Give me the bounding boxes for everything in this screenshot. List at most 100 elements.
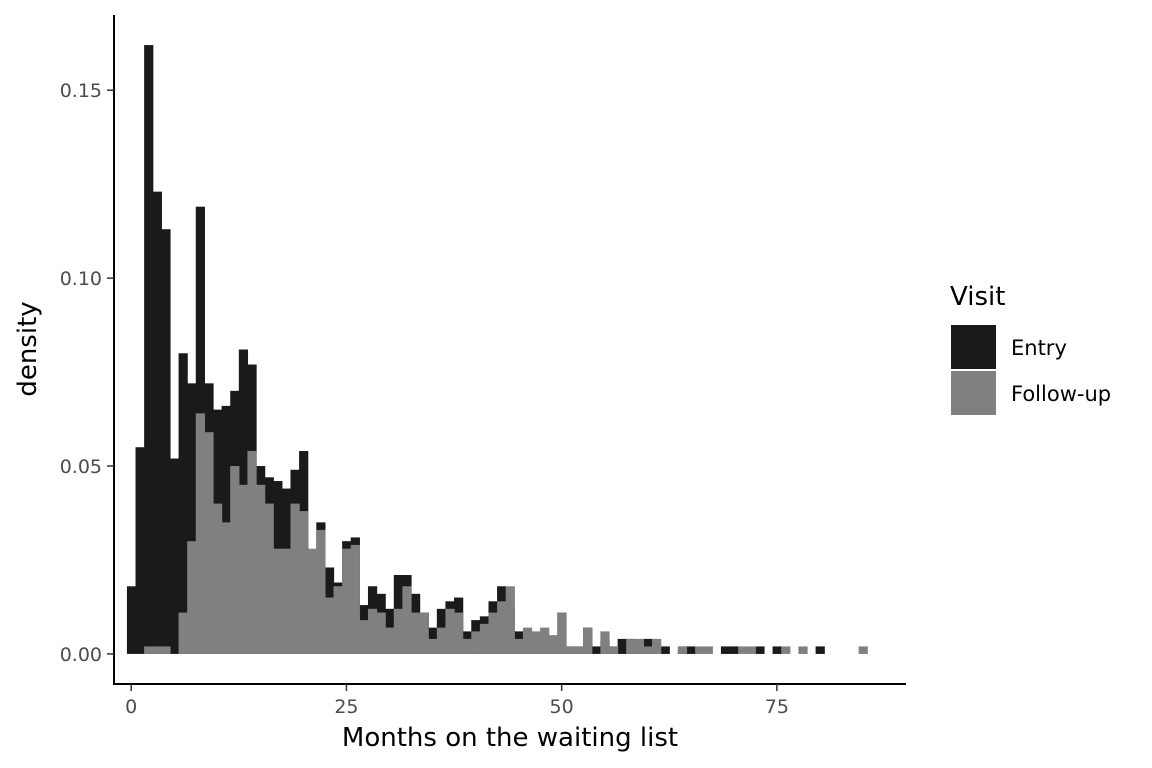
histogram-bar-follow-up	[152, 646, 162, 654]
histogram-bar-follow-up	[161, 646, 171, 654]
histogram-bar-entry	[772, 646, 782, 654]
histogram-bar-entry	[660, 646, 670, 654]
histogram-bar-follow-up	[652, 638, 662, 654]
histogram-bar-entry	[617, 638, 627, 654]
histogram-bar-follow-up	[221, 522, 231, 654]
histogram-bar-follow-up	[557, 612, 567, 654]
histogram-bar-entry	[144, 45, 154, 654]
histogram-bar-follow-up	[781, 646, 791, 654]
y-tick-label: 0.10	[60, 268, 102, 290]
histogram-bar-entry	[686, 646, 696, 654]
histogram-bar-follow-up	[514, 638, 524, 654]
histogram-bar-follow-up	[462, 638, 472, 654]
histogram-bar-follow-up	[548, 635, 558, 654]
histogram-bar-follow-up	[393, 608, 403, 654]
histogram-bar-follow-up	[634, 638, 645, 654]
histogram-bar-follow-up	[626, 638, 636, 654]
histogram-bar-follow-up	[238, 484, 249, 654]
histogram-bar-entry	[126, 586, 137, 654]
y-axis-ticks: 0.00 0.05 0.10 0.15	[60, 80, 114, 666]
histogram-bar-follow-up	[273, 548, 283, 654]
histogram-bar-follow-up	[350, 544, 360, 654]
histogram-bar-follow-up	[746, 646, 756, 654]
x-axis-title: Months on the waiting list	[342, 723, 678, 753]
histogram-bar-follow-up	[247, 450, 257, 654]
histogram-bar-follow-up	[281, 548, 292, 654]
histogram-bar-entry	[169, 458, 180, 654]
legend-label-entry: Entry	[1011, 336, 1067, 360]
y-tick-label: 0.15	[60, 80, 102, 102]
histogram-bar-follow-up	[436, 627, 447, 654]
histogram-bar-follow-up	[738, 646, 748, 654]
legend-swatch-follow-up	[951, 371, 996, 415]
histogram-bar-entry	[729, 646, 739, 654]
histogram-bar-follow-up	[445, 608, 455, 654]
legend-label-follow-up: Follow-up	[1011, 382, 1111, 406]
histogram-bar-follow-up	[643, 646, 653, 654]
histogram-bar-follow-up	[798, 646, 808, 654]
legend-swatch-entry	[951, 325, 996, 369]
histogram-bar-follow-up	[376, 612, 386, 654]
y-tick-label: 0.00	[60, 644, 102, 666]
histogram-bar-entry	[643, 638, 653, 654]
histogram-bar-follow-up	[488, 612, 498, 654]
histogram-bar-follow-up	[565, 646, 576, 654]
histogram-bar-follow-up	[264, 503, 274, 654]
y-tick-label: 0.05	[60, 456, 102, 478]
histogram-bar-follow-up	[471, 631, 481, 654]
histogram-bar-follow-up	[574, 646, 584, 654]
histogram-bar-follow-up	[342, 548, 352, 654]
histogram-bar-follow-up	[703, 646, 713, 654]
histogram-bar-follow-up	[195, 413, 205, 654]
histogram-bar-follow-up	[333, 586, 343, 654]
histogram-bar-entry	[591, 646, 601, 654]
histogram-bar-follow-up	[677, 646, 688, 654]
histogram-bar-follow-up	[419, 612, 429, 654]
x-tick-label: 75	[765, 696, 789, 718]
x-tick-label: 0	[125, 696, 137, 718]
histogram-bar-follow-up	[367, 608, 378, 654]
x-tick-label: 50	[550, 696, 574, 718]
histogram-bar-follow-up	[299, 511, 309, 654]
histogram-bar-follow-up	[144, 646, 154, 654]
histogram-bar-follow-up	[522, 627, 533, 654]
histogram-bar-follow-up	[178, 612, 188, 654]
histogram-bar-entry	[187, 383, 197, 654]
histogram-bar-follow-up	[359, 620, 369, 654]
histogram-bar-follow-up	[454, 612, 464, 654]
histogram-bar-entry	[720, 646, 731, 654]
series-follow-up	[144, 413, 868, 654]
histogram-bar-follow-up	[187, 541, 197, 654]
histogram-bar-follow-up	[402, 586, 412, 654]
histogram-bar-follow-up	[213, 503, 223, 654]
x-tick-label: 25	[334, 696, 358, 718]
histogram-bar-entry	[178, 353, 188, 654]
legend: Visit Entry Follow-up	[950, 282, 1111, 415]
histogram-bar-follow-up	[256, 484, 266, 654]
histogram-bar-follow-up	[695, 646, 705, 654]
histogram-bar-follow-up	[540, 627, 550, 654]
histogram-bar-entry	[815, 646, 825, 654]
histogram-bar-entry	[161, 229, 171, 654]
histogram-bar-follow-up	[316, 529, 326, 654]
histogram-bar-follow-up	[505, 586, 515, 654]
legend-title: Visit	[950, 282, 1005, 312]
histogram-bar-follow-up	[583, 627, 593, 654]
histogram-bar-entry	[152, 191, 162, 654]
histogram-bar-follow-up	[204, 432, 214, 654]
histogram-bar-entry	[135, 447, 145, 654]
histogram-bar-follow-up	[230, 466, 240, 654]
histogram-bar-follow-up	[609, 646, 619, 654]
x-axis-ticks: 0 25 50 75	[125, 684, 789, 718]
histogram-bar-follow-up	[479, 623, 490, 654]
histogram-bar-follow-up	[324, 597, 335, 654]
histogram-bar-follow-up	[497, 601, 507, 654]
histogram-bar-follow-up	[290, 503, 300, 654]
histogram-bar-follow-up	[307, 548, 317, 654]
histogram-bar-follow-up	[385, 627, 395, 654]
histogram-bar-follow-up	[858, 646, 868, 654]
histogram-bar-entry	[755, 646, 765, 654]
y-axis-title: density	[13, 301, 43, 396]
histogram-bar-follow-up	[428, 638, 438, 654]
